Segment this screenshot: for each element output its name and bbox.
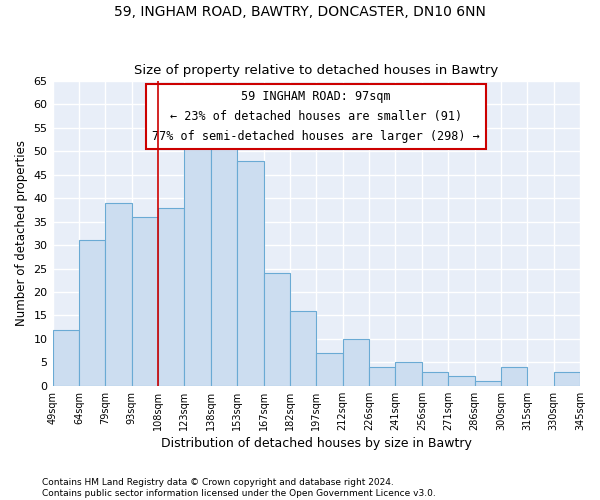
- Bar: [79, 240, 105, 386]
- Bar: [184, 137, 211, 386]
- Bar: [395, 362, 422, 386]
- Y-axis label: Number of detached properties: Number of detached properties: [15, 140, 28, 326]
- Text: 59, INGHAM ROAD, BAWTRY, DONCASTER, DN10 6NN: 59, INGHAM ROAD, BAWTRY, DONCASTER, DN10…: [114, 5, 486, 19]
- Bar: [237, 160, 263, 386]
- Bar: [290, 311, 316, 386]
- Bar: [263, 274, 290, 386]
- Bar: [131, 217, 158, 386]
- X-axis label: Distribution of detached houses by size in Bawtry: Distribution of detached houses by size …: [161, 437, 472, 450]
- Bar: [369, 367, 395, 386]
- Text: 59 INGHAM ROAD: 97sqm
← 23% of detached houses are smaller (91)
77% of semi-deta: 59 INGHAM ROAD: 97sqm ← 23% of detached …: [152, 90, 480, 143]
- Bar: [158, 208, 184, 386]
- Bar: [211, 132, 237, 386]
- Bar: [105, 203, 131, 386]
- Bar: [475, 381, 501, 386]
- Bar: [343, 339, 369, 386]
- Title: Size of property relative to detached houses in Bawtry: Size of property relative to detached ho…: [134, 64, 499, 77]
- Bar: [554, 372, 580, 386]
- Bar: [422, 372, 448, 386]
- Text: Contains HM Land Registry data © Crown copyright and database right 2024.
Contai: Contains HM Land Registry data © Crown c…: [42, 478, 436, 498]
- Bar: [53, 330, 79, 386]
- Bar: [501, 367, 527, 386]
- Bar: [448, 376, 475, 386]
- Bar: [316, 353, 343, 386]
